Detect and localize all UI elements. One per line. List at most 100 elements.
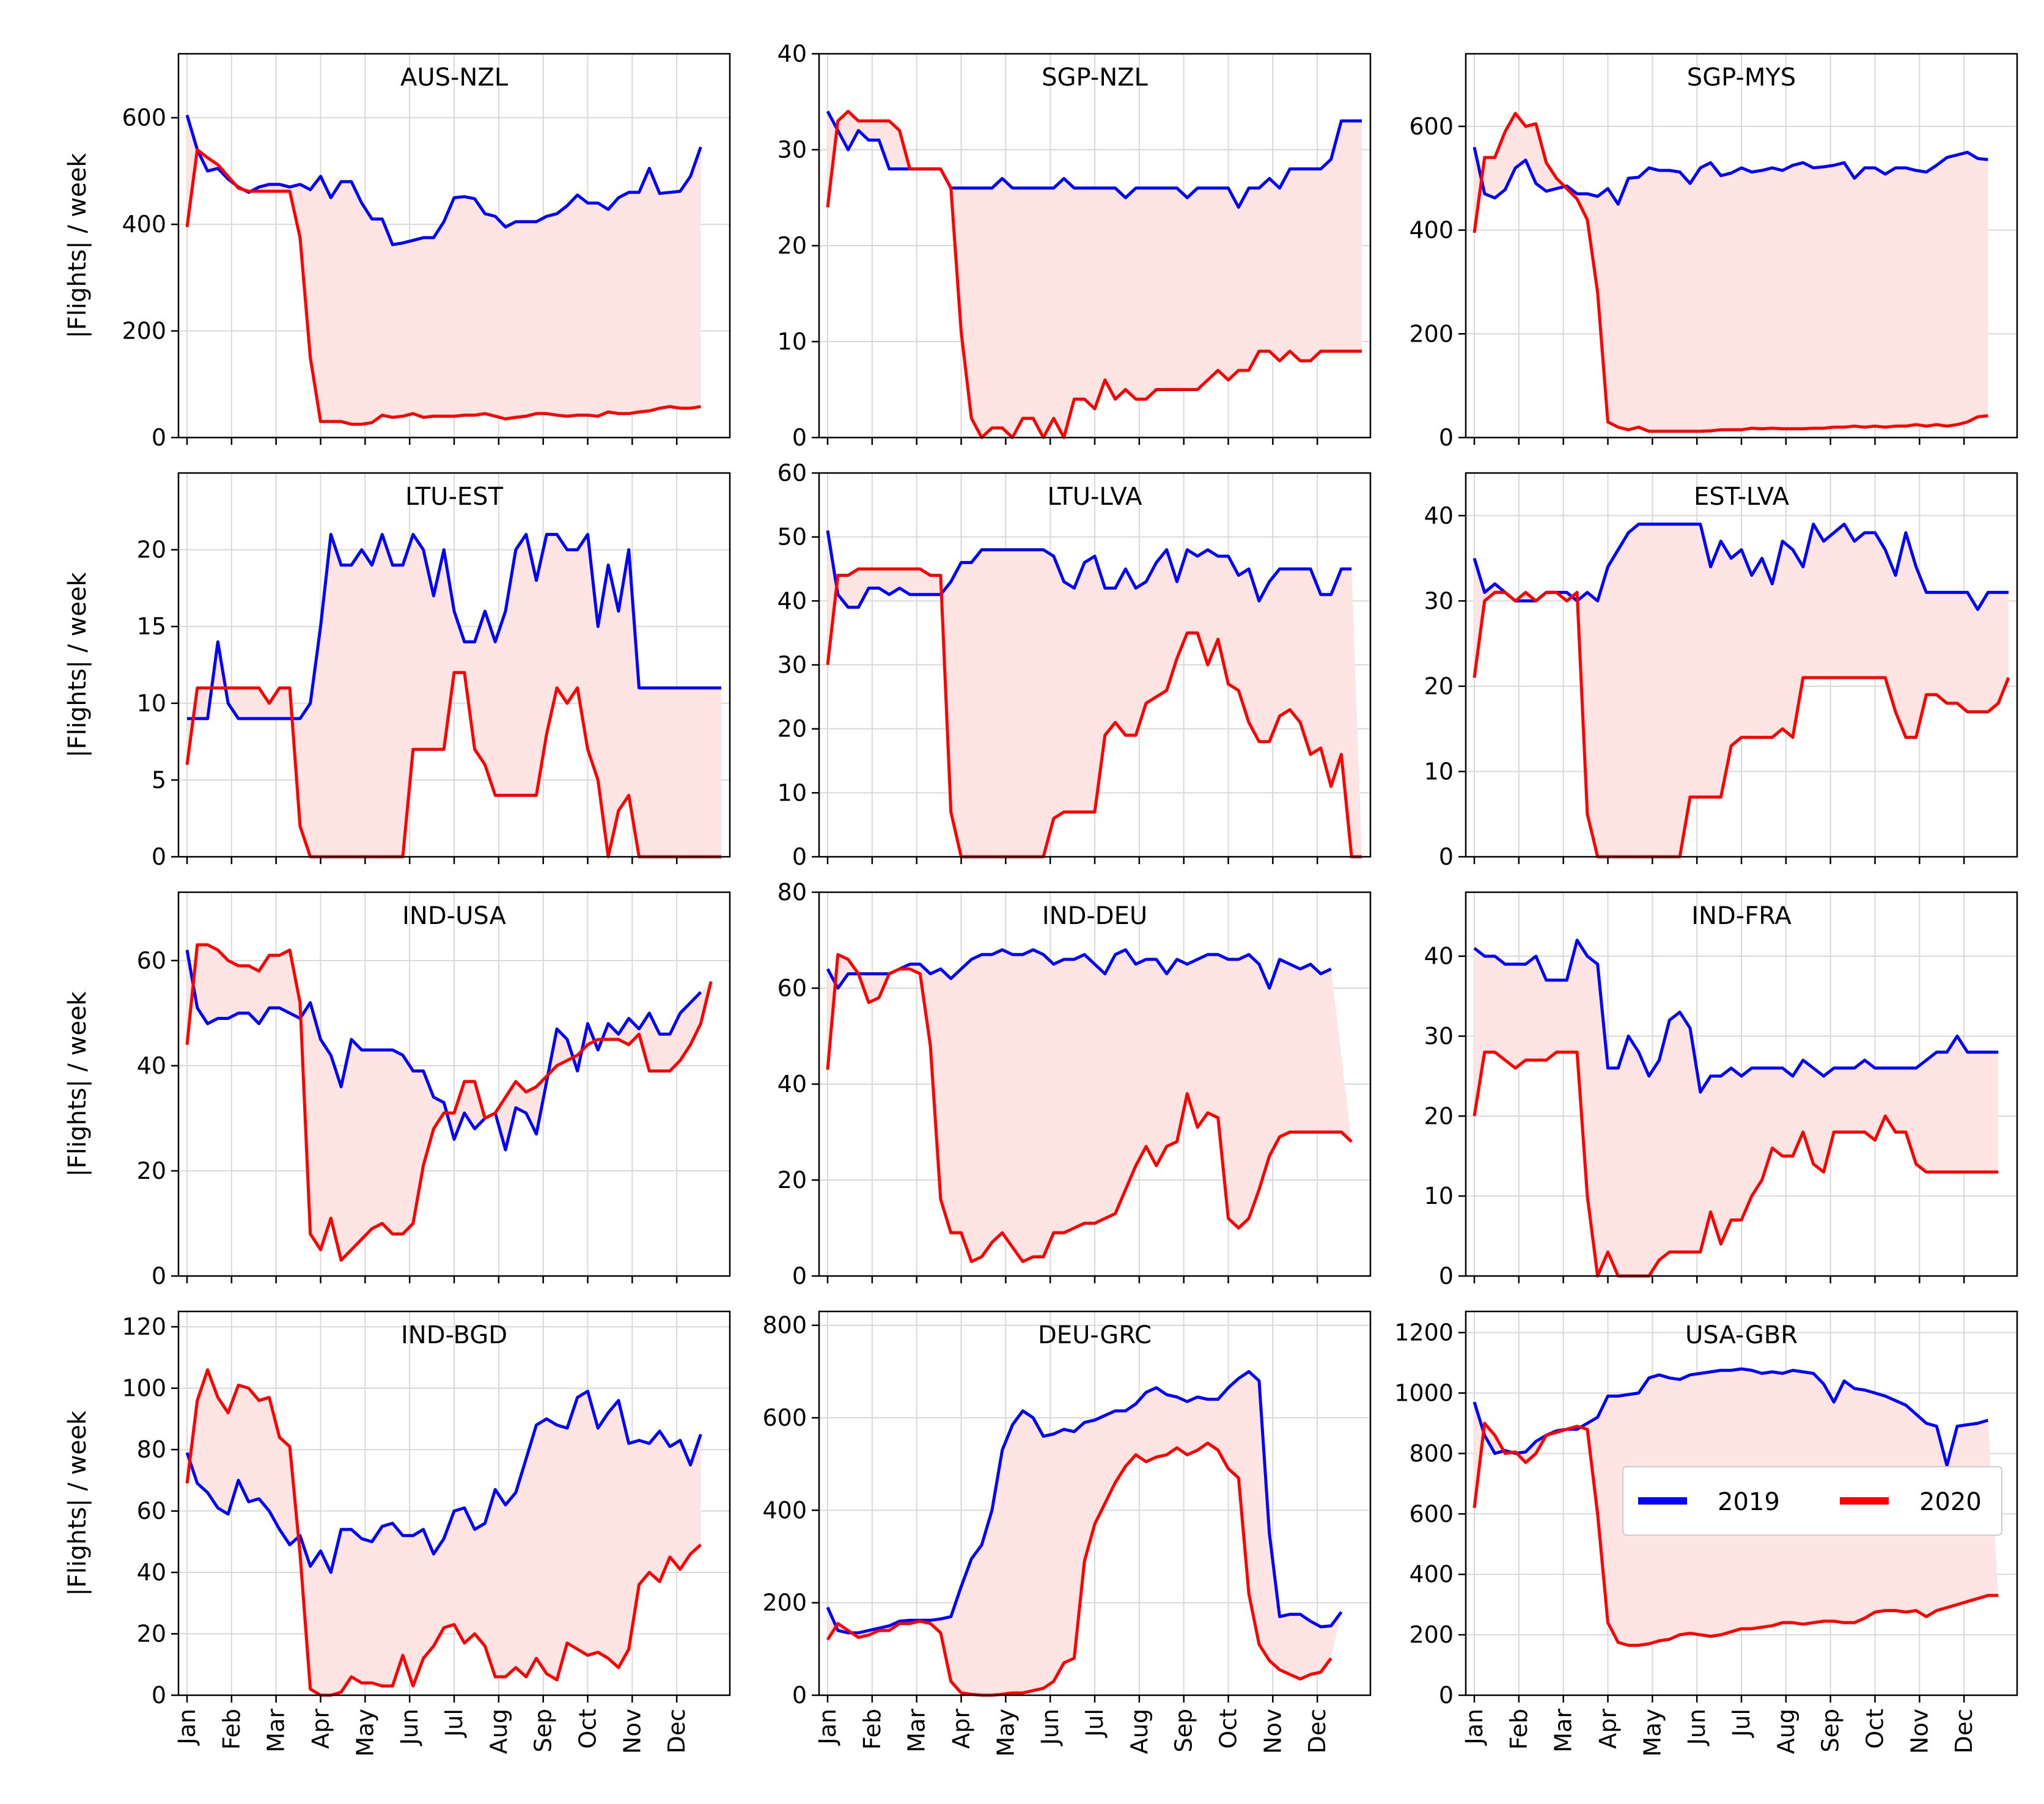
series-line-2020 <box>185 671 721 859</box>
x-tick-label: Dec <box>1304 1709 1331 1754</box>
panel-aus-nzl: 0 200 400 600 AUS-NZL |Flights| / week <box>64 53 731 451</box>
y-tick-label: 0 <box>152 424 166 451</box>
y-tick-label: 0 <box>152 843 166 870</box>
y-tick-label: 0 <box>152 1263 166 1289</box>
x-tick-label: Jun <box>1683 1709 1710 1746</box>
series-line-2020 <box>1472 1421 1999 1647</box>
series-line-2020 <box>826 953 1353 1263</box>
x-tick-label: Feb <box>859 1709 886 1750</box>
x-tick-label: Sep <box>1171 1709 1197 1753</box>
y-tick-label: 10 <box>1424 758 1454 785</box>
y-tick-label: 600 <box>1409 113 1454 140</box>
series-line-2020 <box>1472 1050 1999 1278</box>
y-tick-label: 60 <box>137 947 166 974</box>
y-tick-label: 80 <box>778 879 807 906</box>
x-tick-label: Nov <box>619 1709 645 1754</box>
x-tick-label: Aug <box>1126 1709 1153 1754</box>
y-tick-label: 40 <box>137 1559 166 1586</box>
x-tick-label: Feb <box>218 1709 245 1750</box>
y-axis-label: |Flights| / week <box>64 152 92 338</box>
panel-ltu-lva: 0 10 20 30 40 50 60 LTU-LVA <box>778 460 1372 870</box>
x-tick-label: Oct <box>1862 1709 1889 1749</box>
difference-fill <box>1474 524 2009 857</box>
panel-ind-bgd: 0 20 40 60 80 100 120 Jan Feb Mar Apr May Jun Jul Aug S… <box>64 1310 731 1757</box>
y-tick-label: 1200 <box>1394 1319 1454 1346</box>
y-tick-label: 10 <box>778 328 807 355</box>
y-tick-label: 20 <box>137 537 166 563</box>
series-line-2019 <box>185 114 702 246</box>
y-tick-label: 400 <box>122 211 166 238</box>
panel-title: SGP-MYS <box>1687 64 1796 92</box>
y-tick-label: 800 <box>762 1312 807 1339</box>
series-line-2020 <box>185 148 701 426</box>
y-tick-label: 20 <box>137 1621 166 1648</box>
x-tick-label: Sep <box>1817 1709 1844 1753</box>
panel-title: IND-BGD <box>401 1321 507 1349</box>
series-line-2019 <box>826 1370 1343 1635</box>
difference-fill <box>187 534 721 857</box>
panel-ind-deu: 0 20 40 60 80 IND-DEU <box>778 879 1372 1289</box>
x-tick-label: Mar <box>903 1709 930 1753</box>
difference-fill <box>187 1370 701 1695</box>
y-axis-label: |Flights| / week <box>64 991 92 1176</box>
y-tick-label: 40 <box>1424 502 1454 529</box>
y-tick-label: 30 <box>1424 1023 1454 1050</box>
panel-title: LTU-LVA <box>1048 483 1143 511</box>
x-tick-label: Oct <box>575 1709 601 1749</box>
difference-fill <box>828 950 1352 1262</box>
series-line-2019 <box>1472 522 2009 611</box>
panel-title: IND-FRA <box>1691 902 1792 930</box>
y-tick-label: 10 <box>1424 1182 1454 1209</box>
y-tick-label: 20 <box>778 1167 807 1194</box>
difference-fill <box>1474 940 1999 1276</box>
y-tick-label: 40 <box>778 40 807 67</box>
x-tick-label: Jan <box>174 1709 200 1746</box>
x-tick-label: Jan <box>814 1709 841 1746</box>
y-tick-label: 200 <box>762 1590 807 1616</box>
x-tick-label: May <box>1639 1709 1666 1757</box>
y-tick-label: 600 <box>762 1404 807 1431</box>
y-tick-label: 1000 <box>1394 1380 1454 1407</box>
panel-title: IND-USA <box>402 902 506 930</box>
y-tick-label: 30 <box>778 136 807 163</box>
y-tick-label: 20 <box>778 232 807 259</box>
y-tick-label: 40 <box>778 1071 807 1098</box>
y-tick-label: 0 <box>1439 424 1454 451</box>
x-tick-label: Jun <box>1037 1709 1064 1746</box>
x-tick-label: Oct <box>1215 1709 1242 1749</box>
series-line-2019 <box>187 533 721 721</box>
difference-fill <box>828 1371 1342 1695</box>
y-tick-label: 600 <box>122 105 166 131</box>
series-line-2019 <box>1472 147 1988 206</box>
y-tick-label: 20 <box>1424 1102 1454 1129</box>
y-tick-label: 5 <box>152 766 166 793</box>
y-tick-label: 40 <box>778 587 807 614</box>
x-tick-label: Jul <box>441 1709 468 1738</box>
x-tick-label: Jan <box>1461 1709 1488 1746</box>
y-tick-label: 0 <box>1439 1682 1454 1709</box>
grid <box>178 892 730 1277</box>
series-line-2020 <box>1472 590 2010 859</box>
x-tick-label: Nov <box>1259 1709 1286 1754</box>
y-tick-label: 40 <box>1424 943 1454 970</box>
difference-fill <box>187 945 711 1261</box>
y-axis-label: |Flights| / week <box>64 1410 92 1596</box>
x-tick-label: May <box>992 1709 1019 1757</box>
y-tick-label: 200 <box>122 318 166 345</box>
legend-box <box>1622 1466 2002 1536</box>
y-tick-label: 60 <box>778 975 807 1002</box>
series-line-2020 <box>185 1368 702 1697</box>
difference-fill <box>187 115 701 425</box>
series-line-2019 <box>185 950 702 1151</box>
y-tick-label: 0 <box>792 1263 807 1289</box>
panel-ind-usa: 0 20 40 60 IND-USA |Flights| / week <box>64 891 731 1289</box>
series-line-2019 <box>185 1390 702 1574</box>
panel-ind-fra: 0 10 20 30 40 IND-FRA <box>1424 891 2018 1289</box>
x-tick-label: Jul <box>1728 1709 1755 1738</box>
x-tick-label: Aug <box>485 1709 512 1754</box>
series-line-2020 <box>185 943 713 1262</box>
y-tick-label: 200 <box>1409 1621 1454 1648</box>
series-line-2019 <box>826 530 1352 609</box>
y-tick-label: 0 <box>792 843 807 870</box>
